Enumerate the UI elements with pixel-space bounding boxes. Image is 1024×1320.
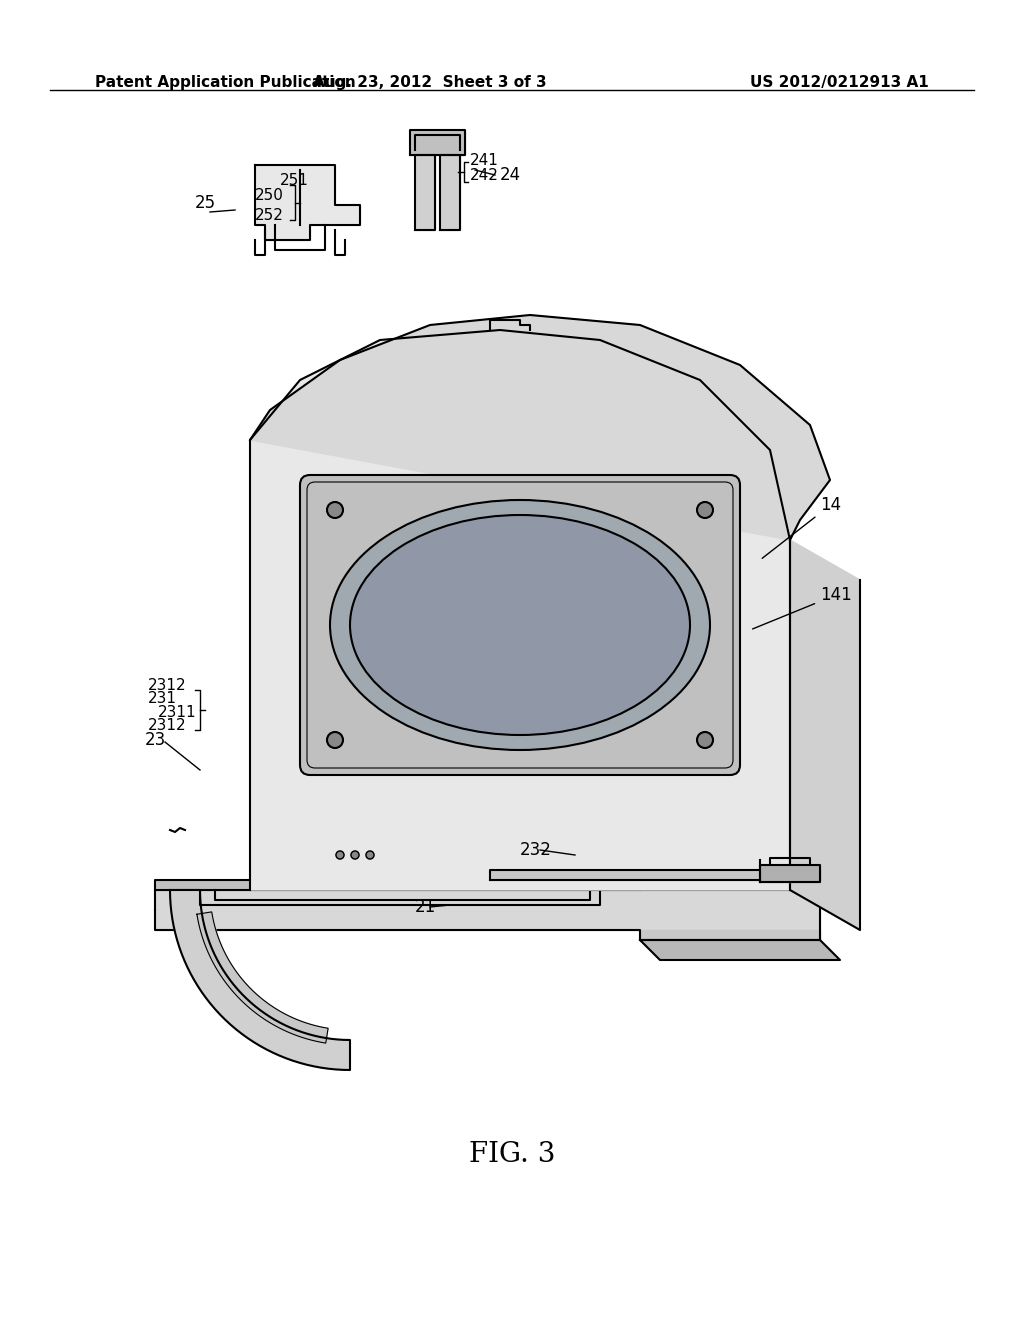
- Text: 24: 24: [500, 166, 521, 183]
- Text: US 2012/0212913 A1: US 2012/0212913 A1: [750, 75, 929, 90]
- Polygon shape: [440, 154, 460, 230]
- Text: 232: 232: [520, 841, 552, 859]
- Polygon shape: [197, 912, 328, 1043]
- Text: 231: 231: [148, 690, 177, 706]
- Text: 23: 23: [145, 731, 166, 748]
- Polygon shape: [410, 129, 465, 154]
- Polygon shape: [155, 890, 820, 940]
- Circle shape: [366, 851, 374, 859]
- Circle shape: [351, 851, 359, 859]
- Ellipse shape: [350, 515, 690, 735]
- Polygon shape: [415, 154, 435, 230]
- Polygon shape: [170, 890, 350, 1071]
- Circle shape: [697, 733, 713, 748]
- Text: 141: 141: [753, 586, 852, 628]
- Circle shape: [327, 502, 343, 517]
- Polygon shape: [790, 540, 860, 931]
- Polygon shape: [640, 940, 840, 960]
- Text: 250: 250: [255, 187, 284, 203]
- Text: Aug. 23, 2012  Sheet 3 of 3: Aug. 23, 2012 Sheet 3 of 3: [313, 75, 547, 90]
- Text: Patent Application Publication: Patent Application Publication: [95, 75, 355, 90]
- Text: 14: 14: [762, 496, 841, 558]
- Text: 251: 251: [280, 173, 309, 187]
- Polygon shape: [250, 315, 830, 540]
- Text: 2312: 2312: [148, 718, 186, 733]
- Text: 2311: 2311: [158, 705, 197, 719]
- Polygon shape: [760, 865, 820, 882]
- Polygon shape: [640, 931, 820, 940]
- Text: 2312: 2312: [148, 678, 186, 693]
- Circle shape: [327, 733, 343, 748]
- Text: 252: 252: [255, 209, 284, 223]
- Polygon shape: [490, 870, 820, 880]
- Text: 241: 241: [470, 153, 499, 168]
- Polygon shape: [155, 880, 640, 890]
- Circle shape: [336, 851, 344, 859]
- FancyBboxPatch shape: [300, 475, 740, 775]
- Polygon shape: [255, 165, 360, 240]
- Polygon shape: [250, 330, 790, 890]
- Text: 25: 25: [195, 194, 216, 213]
- Text: 242: 242: [470, 168, 499, 183]
- Text: FIG. 3: FIG. 3: [469, 1142, 555, 1168]
- Text: 21: 21: [415, 898, 436, 916]
- Ellipse shape: [330, 500, 710, 750]
- Circle shape: [697, 502, 713, 517]
